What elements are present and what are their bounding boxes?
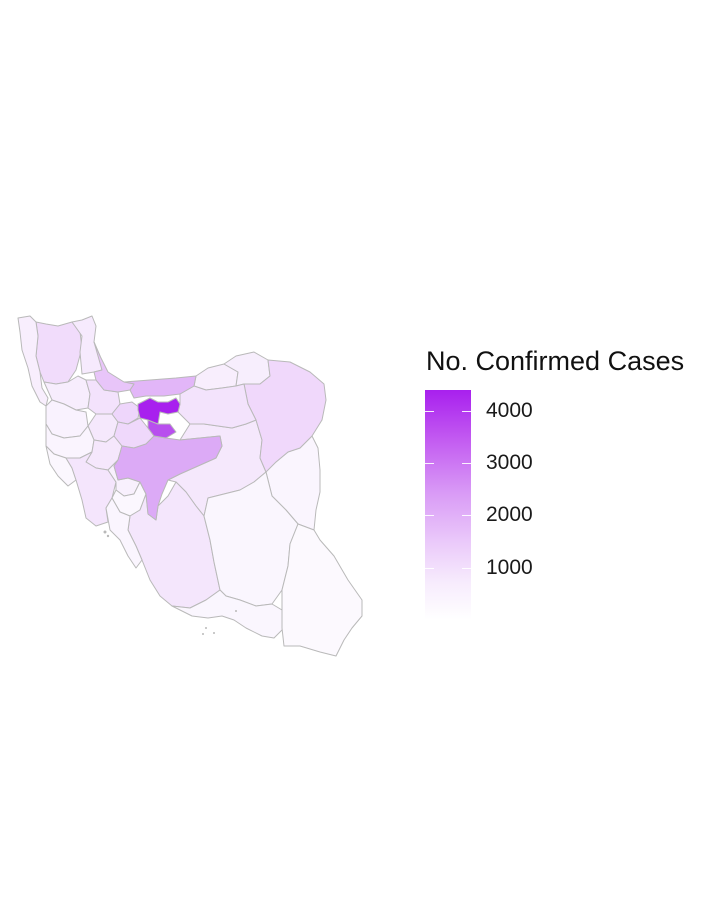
province-west-azerbaijan <box>17 315 49 407</box>
legend-tick-mark <box>425 463 434 464</box>
legend-title: No. Confirmed Cases <box>426 346 685 376</box>
legend-color-bar <box>425 390 471 620</box>
legend-tick-mark <box>462 568 471 569</box>
island-dot <box>205 627 207 629</box>
legend-tick-mark <box>462 463 471 464</box>
province-east-azerbaijan <box>35 321 83 385</box>
province-sistan-and-baluchestan <box>281 523 363 657</box>
island-dot <box>106 534 110 538</box>
legend-tick-mark <box>425 568 434 569</box>
island-dot <box>213 632 215 634</box>
legend-tick-mark <box>425 515 434 516</box>
islands-layer <box>103 530 237 635</box>
legend-tick-mark <box>462 515 471 516</box>
provinces-layer <box>17 315 363 657</box>
province-qom <box>147 419 177 439</box>
island-dot <box>202 633 204 635</box>
legend-tick-label: 2000 <box>486 503 533 526</box>
island-dot <box>235 610 237 612</box>
legend-tick-mark <box>425 411 434 412</box>
province-bushehr <box>105 497 143 569</box>
legend-tick-label: 3000 <box>486 451 533 474</box>
legend-tick-mark <box>462 411 471 412</box>
province-tehran <box>137 397 181 425</box>
province-gilan <box>93 341 135 393</box>
province-semnan <box>177 383 257 429</box>
legend-tick-label: 4000 <box>486 399 533 422</box>
legend-tick-label: 1000 <box>486 556 533 579</box>
island-dot <box>103 530 107 534</box>
